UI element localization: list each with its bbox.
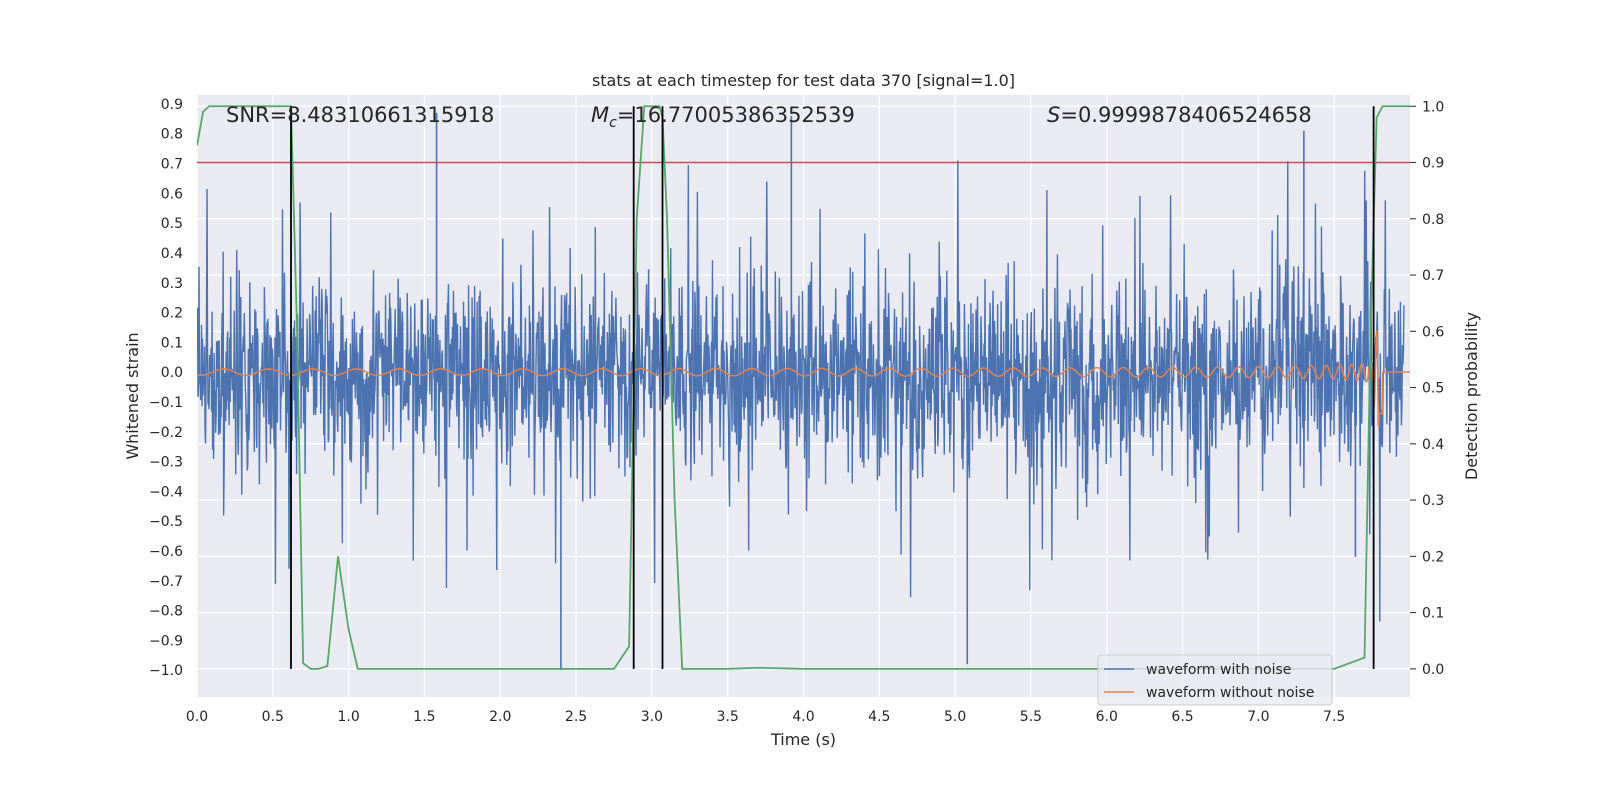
y-tick-label: −0.8 [149,604,183,620]
y-tick-label: 0.5 [161,216,183,232]
x-tick-label: 3.0 [641,709,663,725]
legend-box [1097,654,1333,706]
x-tick-label: 0.5 [262,709,284,725]
legend: waveform with noise waveform without noi… [1097,654,1333,706]
y-tick-label: 0.6 [161,186,183,202]
x-tick-label: 0.0 [186,709,208,725]
score-annotation: S=0.9999878406524658 [1047,103,1312,127]
x-tick-label: 4.5 [868,709,890,725]
x-tick-label: 5.0 [944,709,966,725]
x-tick-label: 3.5 [717,709,739,725]
y-tick-label: −0.6 [149,544,183,560]
y2-tick-label: 0.6 [1422,324,1444,340]
chart-title: stats at each timestep for test data 370… [592,71,1015,90]
legend-entry-noise: waveform with noise [1146,662,1291,678]
y2-tick-label: 0.5 [1422,381,1444,397]
y-tick-label: 0.0 [161,365,183,381]
y-tick-label: −0.5 [149,514,183,530]
y-tick-label: −0.7 [149,574,183,590]
y-tick-label: −0.2 [149,425,183,441]
chirp-mass-value: =16.77005386352539 [617,103,855,127]
y-tick-label: −1.0 [149,663,183,679]
x-tick-label: 6.0 [1096,709,1118,725]
x-tick-label: 6.5 [1171,709,1193,725]
y-tick-label: 0.8 [161,127,183,143]
y2-tick-label: 0.8 [1422,212,1444,228]
y-tick-label: 0.3 [161,276,183,292]
x-tick-label: 7.5 [1323,709,1345,725]
x-tick-label: 1.0 [337,709,359,725]
snr-annotation: SNR=8.48310661315918 [226,103,494,127]
x-axis-label: Time (s) [770,730,836,749]
y-tick-label: −0.9 [149,633,183,649]
y2-tick-label: 0.9 [1422,156,1444,172]
y2-tick-label: 0.3 [1422,493,1444,509]
y-tick-label: 0.4 [161,246,183,262]
y2-tick-label: 0.1 [1422,606,1444,622]
y-tick-label: 0.1 [161,335,183,351]
clean-waveform-line [197,330,1410,428]
x-tick-label: 4.0 [792,709,814,725]
y2-tick-label: 0.2 [1422,549,1444,565]
chirp-mass-symbol: M [591,103,609,127]
y-axis-ticks: 0.9 0.8 0.7 0.6 0.5 0.4 0.3 0.2 0.1 0.0 −0.1 −0.2 −0… [149,97,183,679]
clean-waveform-series [197,330,1410,428]
x-tick-label: 7.0 [1247,709,1269,725]
chirp-mass-annotation: Mc=16.77005386352539 [591,103,855,131]
x-tick-label: 2.0 [489,709,511,725]
chirp-mass-subscript: c [609,115,617,131]
y-tick-label: 0.2 [161,306,183,322]
y-axis-label: Whitened strain [123,332,142,459]
y-tick-label: 0.9 [161,97,183,113]
y-tick-label: −0.4 [149,484,183,500]
y-tick-label: −0.3 [149,455,183,471]
x-axis-ticks: 0.0 0.5 1.0 1.5 2.0 2.5 3.0 3.5 4.0 4.5 5.0 5.5 6.0 6… [186,709,1345,725]
y2-tick-label: 0.0 [1422,662,1444,678]
x-tick-label: 1.5 [413,709,435,725]
y2-tick-label: 0.4 [1422,437,1444,453]
legend-entry-clean: waveform without noise [1146,685,1314,701]
score-value: =0.9999878406524658 [1060,103,1311,127]
y-tick-label: 0.7 [161,157,183,173]
y2-tick-label: 1.0 [1422,99,1444,115]
noise-waveform-series [197,112,1405,671]
y2-axis-label: Detection probability [1462,312,1481,480]
y2-tick-label: 0.7 [1422,268,1444,284]
score-symbol: S [1047,103,1060,127]
event-markers [290,106,1375,669]
y-tick-label: −0.1 [149,395,183,411]
x-tick-label: 2.5 [565,709,587,725]
y2-axis-ticks: 1.0 0.9 0.8 0.7 0.6 0.5 0.4 0.3 0.2 0.1 0.0 [1410,99,1444,678]
noise-waveform-line [197,160,1405,622]
x-tick-label: 5.5 [1020,709,1042,725]
